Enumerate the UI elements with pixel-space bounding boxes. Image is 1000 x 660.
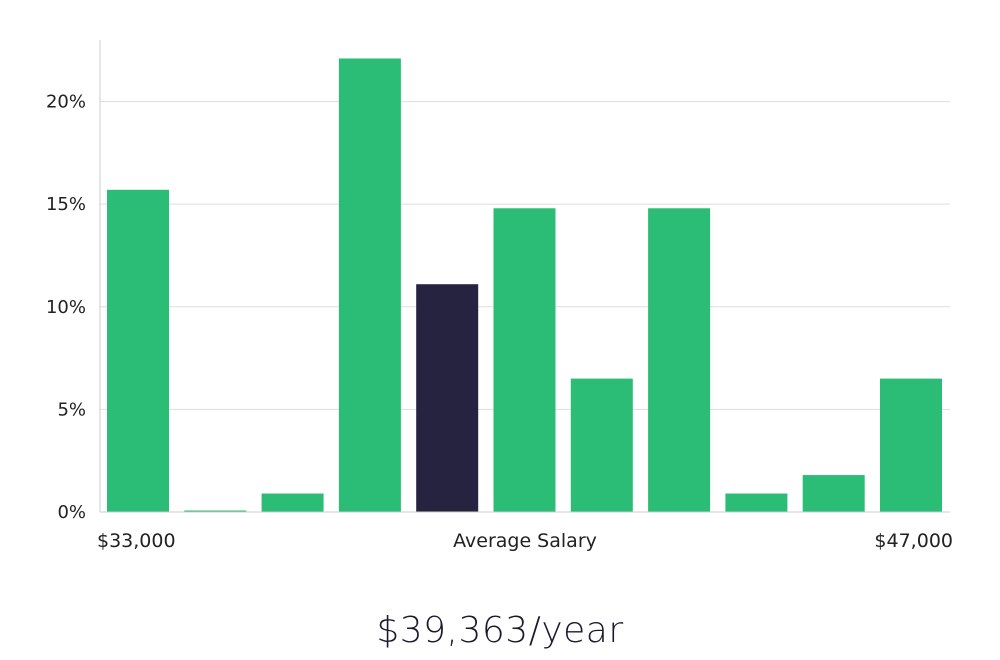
y-tick-label: 0% — [57, 502, 86, 523]
bar — [725, 493, 788, 512]
x-min-label: $33,000 — [97, 530, 176, 552]
y-axis-ticks: 0% 5% 10% 15% 20% — [46, 92, 86, 523]
bar — [648, 208, 711, 512]
bar — [338, 58, 401, 512]
bar — [184, 510, 247, 512]
bar — [570, 378, 633, 512]
bar — [261, 493, 324, 512]
bar — [802, 475, 865, 512]
average-salary-value: $39,363/year — [376, 610, 624, 651]
y-tick-label: 10% — [46, 297, 86, 318]
bars — [107, 58, 942, 512]
x-axis-title: Average Salary — [453, 530, 597, 552]
bar — [107, 189, 169, 512]
y-tick-label: 5% — [57, 399, 86, 420]
y-tick-label: 15% — [46, 194, 86, 215]
bar-highlighted — [416, 284, 479, 512]
bar — [880, 378, 942, 512]
y-tick-label: 20% — [46, 92, 86, 113]
salary-histogram: 0% 5% 10% 15% 20% $33,000 Average Salary $47… — [46, 40, 953, 552]
bar — [493, 208, 556, 512]
x-max-label: $47,000 — [874, 530, 953, 552]
histogram-svg: 0% 5% 10% 15% 20% $33,000 Average Salary $47… — [46, 40, 953, 552]
